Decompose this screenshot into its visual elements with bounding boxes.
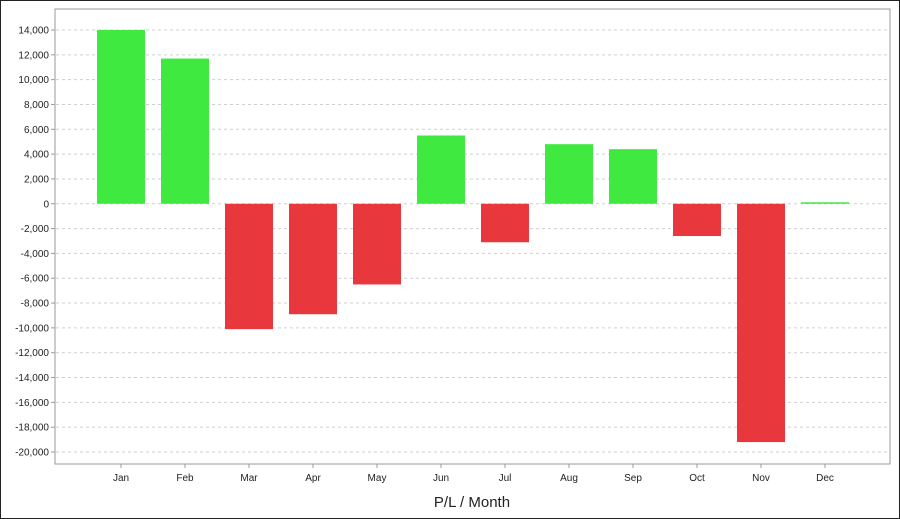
bars — [97, 30, 849, 443]
bar-mar — [225, 203, 273, 330]
x-tick-label: Nov — [752, 473, 770, 484]
y-tick-label: 10,000 — [18, 75, 49, 86]
x-axis-title: P/L / Month — [434, 494, 510, 511]
bar-may — [353, 203, 401, 285]
y-tick-label: 6,000 — [24, 125, 49, 136]
y-tick-label: -10,000 — [15, 323, 49, 334]
x-tick-label: Feb — [176, 473, 194, 484]
y-tick-label: -2,000 — [21, 224, 50, 235]
x-tick-label: May — [368, 473, 387, 484]
bar-dec — [801, 202, 849, 204]
x-tick-label: Mar — [240, 473, 258, 484]
y-tick-label: -12,000 — [15, 348, 49, 359]
y-tick-label: -14,000 — [15, 373, 49, 384]
bar-feb — [161, 58, 209, 204]
x-tick-label: Apr — [305, 473, 321, 484]
x-tick-label: Oct — [689, 473, 705, 484]
y-axis-ticks: 14,000 12,000 10,000 8,000 6,000 4,000 2,000 0 -… — [15, 26, 55, 459]
y-tick-label: -8,000 — [21, 299, 50, 310]
y-tick-label: 0 — [43, 199, 49, 210]
y-tick-label: 8,000 — [24, 100, 49, 111]
y-tick-label: -20,000 — [15, 448, 49, 459]
x-tick-label: Aug — [560, 473, 578, 484]
x-tick-label: Sep — [624, 473, 642, 484]
bar-jul — [481, 203, 529, 243]
x-tick-label: Jul — [499, 473, 512, 484]
x-tick-label: Jan — [113, 473, 129, 484]
y-tick-label: -6,000 — [21, 274, 50, 285]
y-tick-label: 12,000 — [18, 50, 49, 61]
y-tick-label: -18,000 — [15, 423, 49, 434]
bar-jun — [417, 135, 465, 204]
bar-jan — [97, 30, 145, 204]
y-tick-label: 4,000 — [24, 150, 49, 161]
bar-nov — [737, 203, 785, 443]
x-tick-label: Dec — [816, 473, 834, 484]
x-tick-label: Jun — [433, 473, 449, 484]
bar-sep — [609, 149, 657, 204]
gridlines — [56, 29, 889, 453]
bar-aug — [545, 144, 593, 204]
bar-oct — [673, 203, 721, 237]
y-tick-label: 2,000 — [24, 174, 49, 185]
y-tick-label: -16,000 — [15, 398, 49, 409]
y-tick-label: 14,000 — [18, 26, 49, 37]
bar-apr — [289, 203, 337, 315]
x-axis-ticks: Jan Feb Mar Apr May Jun Jul Aug Sep Oct Nov Dec — [113, 464, 834, 484]
y-tick-label: -4,000 — [21, 249, 50, 260]
